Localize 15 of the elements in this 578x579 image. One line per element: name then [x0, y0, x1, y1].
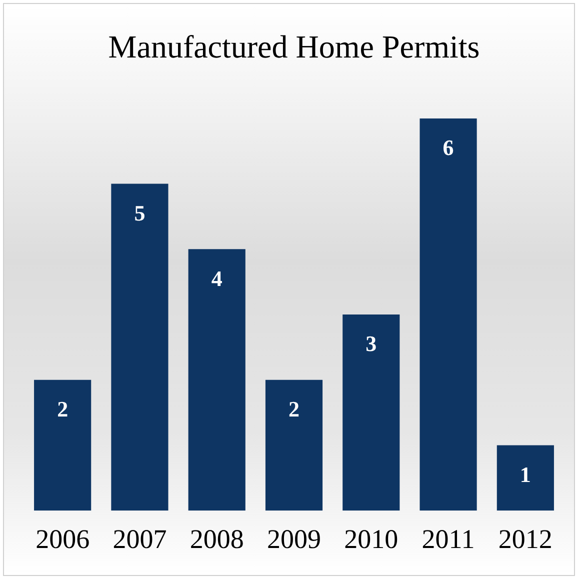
- data-label: 1: [520, 462, 531, 487]
- data-label: 3: [366, 331, 377, 356]
- data-label: 5: [134, 200, 146, 226]
- data-label: 4: [211, 266, 222, 291]
- x-tick-label: 2012: [498, 524, 552, 554]
- x-tick-label: 2007: [112, 524, 167, 554]
- x-tick-label: 2008: [190, 524, 244, 554]
- data-label: 2: [57, 396, 68, 422]
- data-label: 6: [442, 135, 454, 160]
- x-tick-label: 2006: [36, 524, 90, 554]
- x-tick-label: 2011: [422, 524, 475, 554]
- x-tick-label: 2010: [344, 524, 398, 554]
- x-tick-label: 2009: [267, 524, 321, 554]
- data-label: 2: [288, 396, 300, 422]
- chart-title: Manufactured Home Permits: [108, 28, 480, 65]
